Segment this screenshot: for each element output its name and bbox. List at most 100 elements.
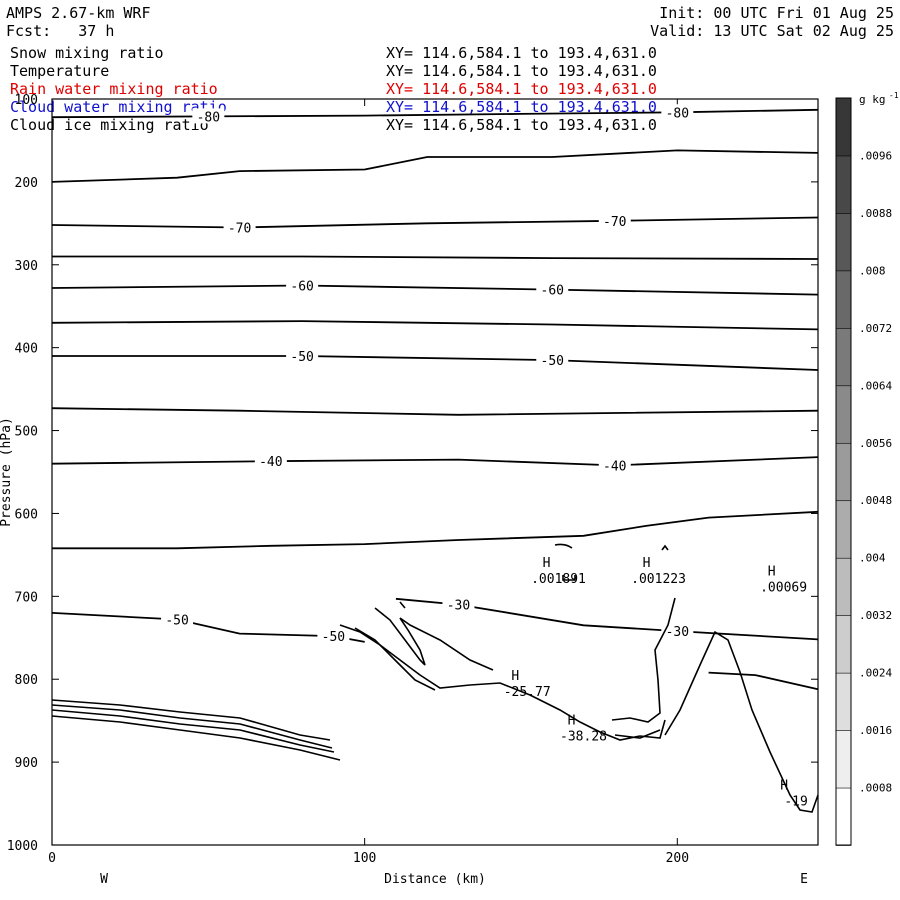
isotherm-label: -70 [603, 215, 626, 230]
valley-contour [611, 597, 676, 723]
maximum-value: .001223 [631, 572, 686, 587]
x-tick-label: 100 [353, 851, 376, 866]
isotherm-label-bg [317, 628, 350, 644]
cloud-top-arc [554, 543, 573, 549]
x-tick-label: 0 [48, 851, 56, 866]
forecast-hour: Fcst: 37 h [6, 22, 115, 40]
x-axis-label: Distance (km) [384, 872, 486, 887]
colorbar-tick-label: .004 [859, 552, 886, 565]
colorbar-tick-label: .0064 [859, 379, 892, 392]
colorbar-tick-label: .0024 [859, 667, 892, 680]
isotherm-line [51, 216, 819, 229]
colorbar-tick-label: .008 [859, 264, 886, 277]
isotherm-line [51, 320, 819, 331]
isotherm-label: -30 [666, 625, 689, 640]
colorbar-segment [835, 212, 852, 272]
isotherm-line [51, 108, 819, 119]
cloud-tick [661, 544, 669, 551]
field-name-snow: Snow mixing ratio [10, 44, 164, 62]
isotherm-label: -50 [541, 354, 564, 369]
isotherm-label: -30 [447, 599, 470, 614]
maximum-marker: H [568, 714, 576, 729]
y-tick-label: 800 [15, 673, 38, 688]
maximum-marker: H [780, 778, 788, 793]
colorbar-frame [835, 97, 852, 846]
isotherm-label-bg [661, 104, 694, 120]
mountain-peak [664, 630, 819, 813]
isotherm-label-bg [192, 108, 225, 124]
field-name-rain: Rain water mixing ratio [10, 80, 218, 98]
ridge-contour-c [374, 607, 494, 671]
y-tick-label: 100 [15, 93, 38, 108]
colorbar-tick-label: .0072 [859, 322, 892, 335]
init-time: Init: 00 UTC Fri 01 Aug 25 [659, 4, 894, 22]
colorbar-tick-label: .0056 [859, 437, 892, 450]
colorbar-segment [835, 729, 852, 789]
isotherm-label-bg [286, 277, 319, 293]
maximum-marker: H [511, 669, 519, 684]
colorbar-segment [835, 442, 852, 502]
y-tick-label: 1000 [7, 839, 38, 854]
isotherm-line [52, 355, 819, 371]
maximum-marker: H [643, 556, 651, 571]
isotherm-label: -80 [197, 110, 220, 125]
colorbar-tick-label: .0088 [859, 207, 892, 220]
isotherm-label-bg [536, 281, 569, 297]
isotherm-line [51, 456, 819, 467]
plot-frame [51, 98, 819, 846]
colorbar-segment [835, 557, 852, 616]
y-axis-label: Pressure (hPa) [0, 417, 14, 527]
isotherm-line [51, 149, 819, 183]
field-range-cloud-water: XY= 114.6,584.1 to 193.4,631.0 [386, 98, 657, 116]
valley-contour-2 [614, 729, 661, 739]
isotherm-label: -80 [666, 106, 689, 121]
isotherm-label: -40 [259, 455, 282, 470]
colorbar-unit-exponent: -1 [889, 91, 899, 100]
isotherm-label-bg [254, 453, 287, 469]
isotherm-label-bg [223, 219, 256, 235]
colorbar-segment [835, 614, 852, 674]
y-tick-label: 700 [15, 590, 38, 605]
isotherm-line [52, 510, 819, 550]
field-range-cloud-ice: XY= 114.6,584.1 to 193.4,631.0 [386, 116, 657, 134]
colorbar-segment [835, 672, 852, 731]
y-tick-label: 500 [15, 425, 38, 440]
maximum-marker: H [768, 564, 776, 579]
field-range-temperature: XY= 114.6,584.1 to 193.4,631.0 [386, 62, 657, 80]
isotherm-line [395, 597, 819, 641]
maximum-value: .00069 [760, 580, 807, 595]
ridge-contour-a [339, 624, 666, 741]
field-name-temperature: Temperature [10, 62, 110, 80]
isotherm-label-bg [442, 596, 475, 612]
isotherm-label-bg [598, 457, 631, 473]
ridge-contour-b [354, 627, 436, 691]
isotherm-label: -50 [322, 630, 345, 645]
x-endpoint-west: W [100, 872, 108, 887]
x-endpoint-east: E [800, 872, 808, 887]
isotherm-line [708, 671, 819, 691]
field-name-cloud-ice: Cloud ice mixing ratio [10, 116, 209, 134]
x-tick-label: 200 [666, 851, 689, 866]
y-tick-label: 200 [15, 176, 38, 191]
maximum-marker: H [543, 556, 551, 571]
colorbar-segment [835, 155, 852, 214]
model-title: AMPS 2.67-km WRF [6, 4, 151, 22]
isotherm-label: -40 [603, 459, 626, 474]
isotherm-line [51, 407, 819, 416]
isotherm-line [51, 284, 819, 296]
colorbar-segment [835, 385, 852, 444]
terrain-contour-1 [51, 699, 331, 741]
y-tick-label: 400 [15, 342, 38, 357]
isotherm-label: -50 [290, 350, 313, 365]
colorbar-unit: g kg [859, 93, 886, 106]
ridge-contour-d [399, 601, 406, 609]
isotherm-label: -50 [165, 614, 188, 629]
isotherm-label-bg [661, 623, 694, 639]
isotherm-line [52, 255, 819, 260]
colorbar-segment [835, 499, 852, 559]
isotherm-label: -60 [290, 280, 313, 295]
y-tick-label: 300 [15, 259, 38, 274]
colorbar-tick-label: .0032 [859, 609, 892, 622]
maximum-value: .001891 [531, 572, 586, 587]
